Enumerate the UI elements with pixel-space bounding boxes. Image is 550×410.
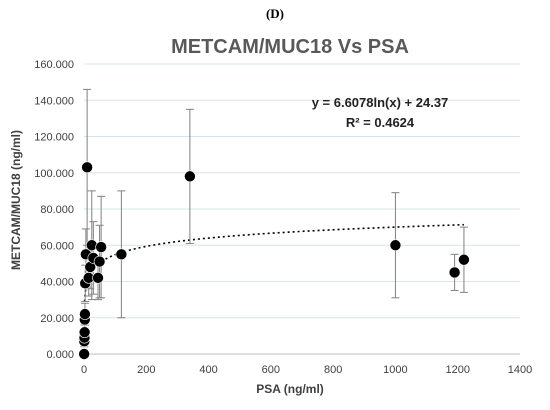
x-tick-label: 0	[81, 364, 87, 376]
chart-title: METCAM/MUC18 Vs PSA	[171, 36, 409, 58]
y-tick-label: 60.000	[40, 240, 74, 252]
data-point	[95, 241, 107, 253]
y-tick-labels: 0.000 20.000 40.000 60.000 80.000 100.000 120.…	[34, 59, 74, 361]
data-point	[78, 326, 91, 339]
data-point	[458, 253, 470, 266]
data-point	[389, 239, 402, 252]
x-tick-label: 1200	[445, 364, 469, 376]
r-squared: R² = 0.4624	[346, 115, 415, 130]
data-point	[79, 308, 91, 320]
data-point	[93, 255, 106, 268]
x-tick-labels: 0 200 400 600 800 1000 1200 1400	[81, 364, 532, 376]
data-point	[184, 170, 196, 183]
data-point	[81, 161, 93, 174]
x-tick-label: 1400	[508, 364, 532, 376]
y-tick-label: 0.000	[46, 349, 74, 361]
x-tick-label: 600	[262, 364, 280, 376]
x-axis-title: PSA (ng/ml)	[256, 382, 324, 396]
y-tick-label: 80.000	[40, 204, 74, 216]
x-tick-label: 200	[137, 364, 155, 376]
y-tick-label: 20.000	[40, 313, 74, 325]
data-points	[78, 161, 470, 360]
y-tick-label: 120.000	[34, 132, 74, 144]
panel-label: (D)	[265, 6, 285, 21]
y-tick-label: 160.000	[34, 59, 74, 71]
x-tick-label: 1000	[383, 364, 407, 376]
data-point	[115, 248, 128, 261]
y-tick-label: 140.000	[34, 95, 74, 107]
grid-lines	[84, 63, 520, 319]
data-point	[78, 348, 90, 360]
y-axis-title: METCAM/MUC18 (ng/ml)	[9, 130, 23, 270]
y-tick-label: 40.000	[40, 277, 74, 289]
y-tick-label: 100.000	[34, 168, 74, 180]
trendline	[83, 223, 464, 302]
trendline-equation: y = 6.6078ln(x) + 24.37	[312, 95, 449, 110]
x-tick-label: 400	[199, 364, 217, 376]
x-tick-label: 800	[324, 364, 342, 376]
data-point	[92, 272, 104, 284]
data-point	[448, 266, 461, 279]
